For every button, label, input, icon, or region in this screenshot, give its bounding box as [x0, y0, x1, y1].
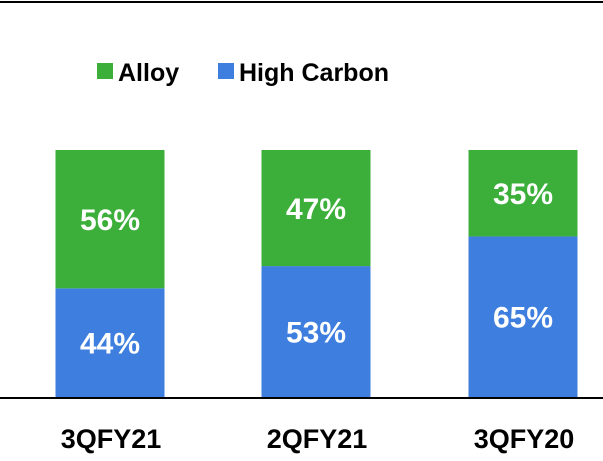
x-tick-label-3qfy20: 3QFY20 [474, 424, 575, 454]
bar-alloy-3qfy20 [468, 150, 578, 237]
data-label-high-carbon-2qfy21: 53% [286, 317, 346, 350]
legend-label-high-carbon: High Carbon [239, 59, 389, 87]
data-label-alloy-3qfy20: 35% [493, 178, 553, 211]
data-label-alloy-3qfy21: 56% [80, 204, 140, 237]
x-tick-label-2qfy21: 2QFY21 [267, 424, 368, 454]
data-label-high-carbon-3qfy21: 44% [80, 328, 140, 361]
data-label-alloy-2qfy21: 47% [286, 193, 346, 226]
legend-swatch-high-carbon [218, 63, 234, 79]
legend-swatch-alloy [97, 63, 113, 79]
bar-alloy-2qfy21 [261, 150, 371, 267]
data-label-high-carbon-3qfy20: 65% [493, 302, 553, 335]
bar-high-carbon-3qfy20 [468, 236, 578, 397]
x-axis-ticks: 3QFY21 2QFY21 3QFY20 [61, 424, 575, 454]
legend: Alloy High Carbon [97, 59, 389, 87]
x-tick-label-3qfy21: 3QFY21 [61, 424, 162, 454]
plot-area: 44% 56% 53% 47% 65% 35% [55, 150, 578, 397]
bar-high-carbon-2qfy21 [261, 266, 371, 397]
legend-label-alloy: Alloy [118, 59, 179, 87]
bar-high-carbon-3qfy21 [55, 288, 165, 397]
bar-alloy-3qfy21 [55, 150, 165, 289]
